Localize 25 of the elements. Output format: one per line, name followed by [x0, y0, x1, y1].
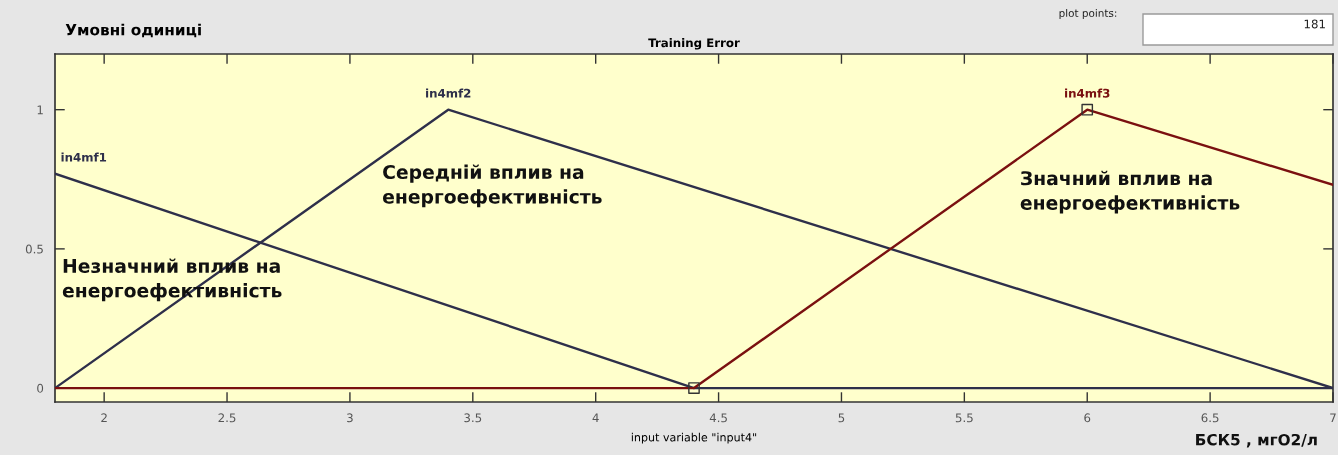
- x-tick-label: 5.5: [955, 413, 973, 423]
- annotation: Значний вплив на енергоефективність: [1020, 170, 1240, 214]
- series-label: in4mf1: [61, 152, 107, 162]
- chart-title: Training Error: [648, 38, 740, 50]
- x-tick-label: 4: [592, 413, 599, 423]
- y-tick-label: 0: [37, 383, 44, 393]
- x-axis-title: input variable "input4": [631, 432, 757, 444]
- text: 181: [1304, 19, 1325, 29]
- x-tick-label: 3.5: [464, 413, 482, 423]
- x-tick-label: 2: [101, 413, 107, 423]
- x-tick-label: 3: [347, 413, 353, 423]
- x-tick-label: 5: [838, 413, 845, 423]
- series-label: in4mf3: [1065, 88, 1110, 98]
- series-label: in4mf2: [426, 88, 471, 98]
- y-axis-title: Умовні одиниці: [65, 23, 201, 38]
- x-tick-label: 4.5: [709, 413, 727, 423]
- x-tick-label: 6.5: [1201, 413, 1219, 423]
- x-tick-label: 6: [1084, 413, 1091, 423]
- x-tick-label: 2.5: [218, 413, 236, 423]
- text: БСК5 , мгО2/л: [1196, 433, 1317, 448]
- text: plot points:: [1059, 8, 1117, 20]
- annotation: Середній вплив на енергоефективність: [382, 164, 602, 208]
- y-tick-label: 1: [37, 105, 43, 115]
- x-tick-label: 7: [1330, 413, 1336, 423]
- y-tick-label: 0.5: [25, 244, 43, 254]
